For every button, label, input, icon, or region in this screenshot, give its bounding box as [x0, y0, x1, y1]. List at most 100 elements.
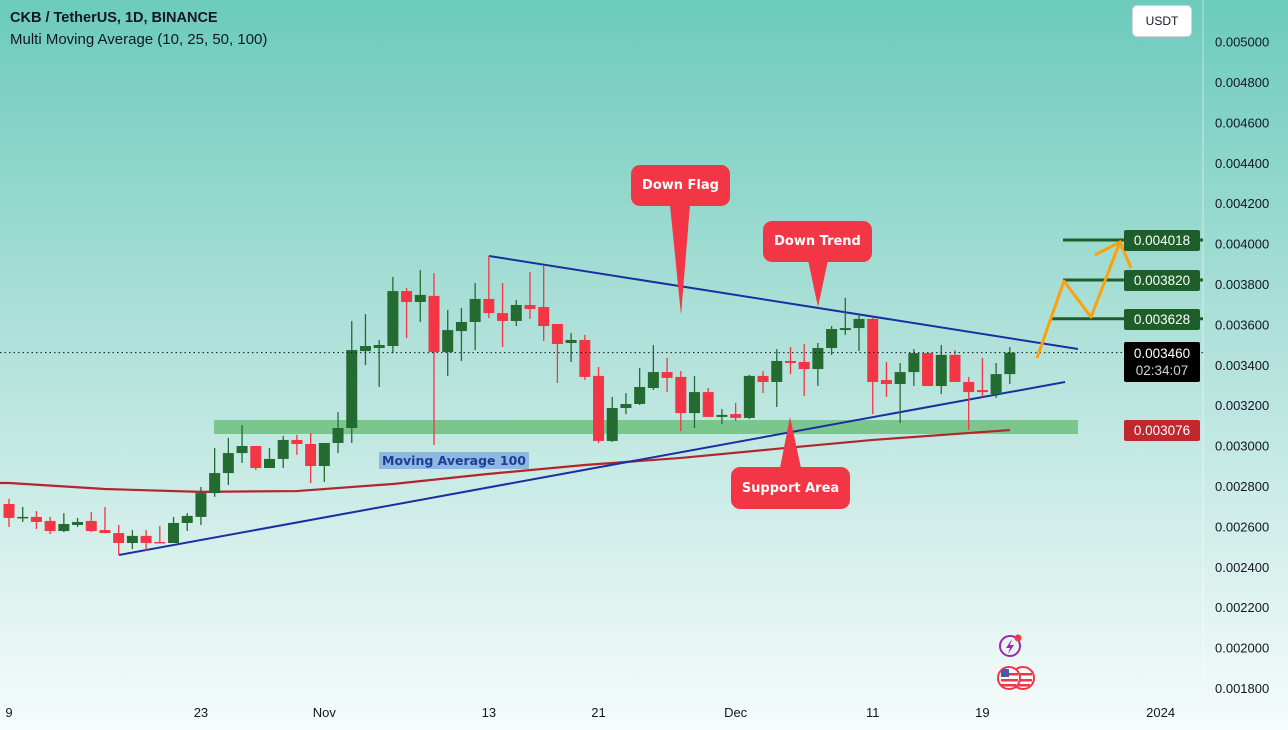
candle-body [949, 354, 961, 382]
down-trend-pointer [808, 260, 828, 307]
candle [661, 357, 673, 393]
target-2-tag: 0.003820 [1124, 270, 1200, 291]
candle [126, 530, 138, 550]
candle [236, 424, 248, 463]
candle [414, 270, 426, 322]
candle-body [771, 360, 783, 382]
lower-trendline[interactable] [118, 381, 1066, 556]
candle [99, 507, 111, 534]
y-tick-label: 0.001800 [1215, 681, 1269, 696]
candle-body [839, 328, 851, 331]
candle-body [414, 294, 426, 302]
candle-body [483, 298, 495, 314]
candle-body [44, 520, 56, 532]
candle [634, 368, 646, 405]
candle [346, 320, 358, 443]
candle-body [812, 348, 824, 370]
projection-arrowhead [1094, 239, 1133, 269]
candle-body [1004, 352, 1016, 375]
candle-body [620, 403, 632, 409]
candle [222, 437, 234, 485]
candle [990, 362, 1002, 398]
candle-body [606, 408, 618, 441]
candle-body [524, 305, 536, 310]
candle [894, 362, 906, 423]
candle-body [689, 392, 700, 414]
candle-body [935, 354, 947, 387]
x-tick-label: Nov [313, 705, 337, 720]
last-price-value: 0.003460 [1133, 346, 1191, 361]
candle [551, 323, 563, 383]
candle-body [305, 443, 317, 467]
x-tick-label: 21 [591, 705, 605, 720]
candle [44, 516, 56, 535]
candle [195, 487, 207, 525]
target-1-tag: 0.003628 [1124, 309, 1200, 330]
candle [154, 525, 166, 544]
candle-body [359, 346, 371, 352]
candle [209, 448, 221, 497]
support-zone [214, 420, 1078, 434]
candle-body [346, 350, 358, 429]
lightning-icon[interactable] [999, 634, 1022, 657]
candle [263, 448, 275, 469]
candle [963, 376, 975, 431]
bar-countdown: 02:34:07 [1135, 363, 1189, 378]
x-tick-label: 19 [975, 705, 989, 720]
candle [524, 272, 536, 319]
candle [291, 434, 303, 455]
candle-body [277, 439, 289, 459]
candle-body [17, 516, 29, 519]
down-flag-callout[interactable]: Down Flag [631, 165, 730, 206]
support-area-callout[interactable]: Support Area [731, 467, 850, 509]
candle-body [757, 375, 769, 382]
candle [510, 299, 522, 327]
candle-body [113, 533, 125, 543]
ma100-price-tag: 0.003076 [1124, 420, 1200, 441]
candle [17, 507, 29, 522]
candle [853, 314, 865, 352]
candle [30, 511, 42, 530]
candle-body [867, 318, 879, 382]
candle [935, 345, 947, 395]
candle [702, 388, 714, 417]
candle-body [990, 374, 1002, 395]
candle-body [976, 390, 988, 393]
candle-body [634, 387, 646, 404]
candle [538, 265, 550, 341]
candle [387, 276, 399, 354]
candle-body [250, 446, 262, 469]
candle [428, 273, 440, 445]
chart-title: CKB / TetherUS, 1D, BINANCE [10, 10, 218, 26]
candle-body [661, 372, 673, 378]
y-tick-label: 0.004400 [1215, 156, 1269, 171]
x-tick-label: 23 [194, 705, 208, 720]
currency-button[interactable]: USDT [1132, 5, 1192, 37]
y-tick-label: 0.005000 [1215, 35, 1269, 50]
candle [743, 374, 755, 419]
candle-body [168, 522, 180, 543]
candle [140, 530, 152, 552]
y-tick-label: 0.004000 [1215, 237, 1269, 252]
support-area-pointer [780, 417, 801, 468]
candle [469, 282, 481, 351]
indicator-legend[interactable]: Multi Moving Average (10, 25, 50, 100) [10, 31, 268, 48]
y-tick-label: 0.004600 [1215, 115, 1269, 130]
y-tick-label: 0.003400 [1215, 358, 1269, 373]
candle-body [497, 313, 509, 321]
y-tick-label: 0.002400 [1215, 560, 1269, 575]
projection-path[interactable] [1035, 241, 1122, 359]
candle [606, 396, 618, 442]
candle [497, 282, 509, 348]
candle-body [72, 521, 84, 525]
candle-body [908, 353, 920, 373]
candle [839, 297, 851, 335]
down-trend-callout[interactable]: Down Trend [763, 221, 872, 262]
candle-body [455, 321, 467, 332]
upper-trendline[interactable] [488, 255, 1079, 350]
ma100-label[interactable]: Moving Average 100 [379, 452, 529, 469]
us-flag-icon[interactable] [997, 666, 1035, 690]
candle-body [579, 339, 591, 377]
candle [716, 409, 728, 424]
